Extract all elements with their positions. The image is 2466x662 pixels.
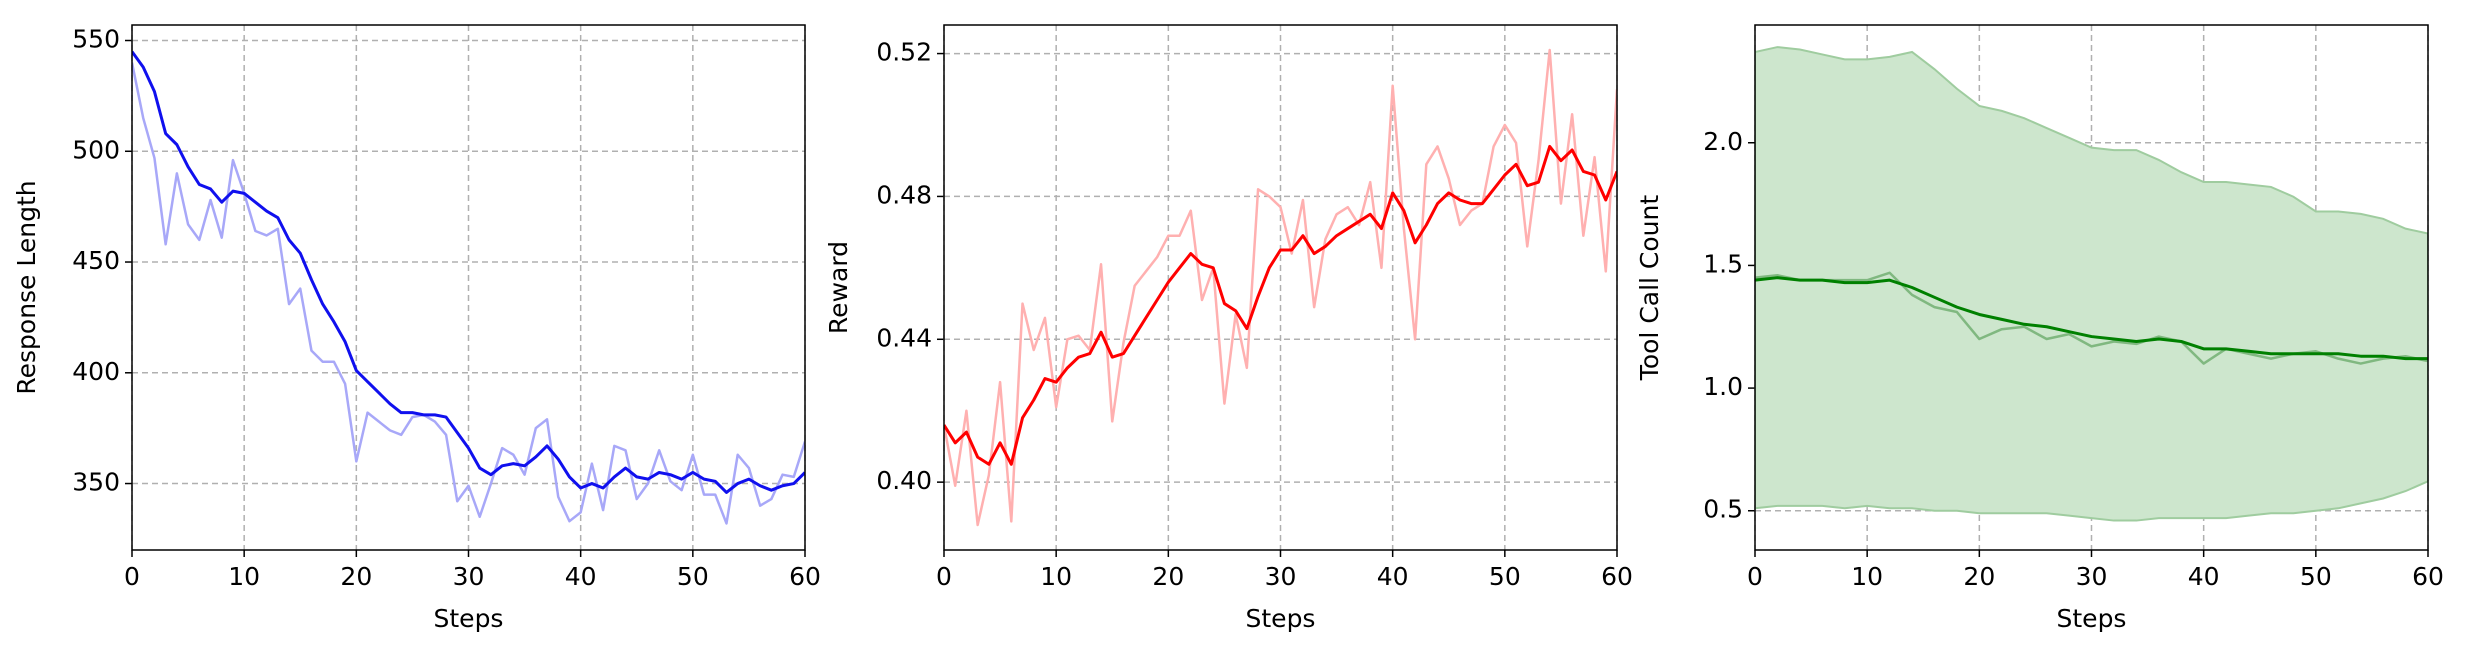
line [132,62,805,525]
x-tick-label: 20 [1152,562,1184,591]
x-tick-label: 30 [2076,562,2108,591]
x-tick-label: 40 [565,562,597,591]
x-tick-label: 60 [789,562,821,591]
axes-frame [1754,24,2429,551]
y-tick-label: 350 [72,468,120,497]
y-axis-label: Tool Call Count [1635,195,1664,382]
line [1755,276,2428,361]
x-tick-label: 10 [1851,562,1883,591]
x-tick-label: 40 [1377,562,1409,591]
panel: 0.40 0.44 0.48 0.52 0 10 20 30 40 50 60 Steps Reward [824,24,1633,633]
y-tick-label: 400 [72,357,120,386]
y-tick-label: 1.5 [1703,249,1743,278]
x-tick-label: 30 [453,562,485,591]
x-tick-label: 0 [1747,562,1763,591]
plot-area [1755,46,2428,522]
x-tick-label: 20 [340,562,372,591]
band [1755,46,2428,522]
y-axis-label: Reward [824,241,853,334]
x-tick-label: 30 [1265,562,1297,591]
x-tick-label: 60 [2412,562,2444,591]
x-tick-label: 20 [1963,562,1995,591]
plot-area [944,48,1617,527]
y-tick-label: 0.5 [1703,495,1743,524]
plot-area [132,50,805,525]
y-tick-label: 1.0 [1703,372,1743,401]
x-tick-label: 50 [677,562,709,591]
y-tick-label: 0.48 [876,180,932,209]
x-tick-label: 0 [124,562,140,591]
y-tick-label: 2.0 [1703,127,1743,156]
x-axis-label: Steps [2057,604,2127,633]
y-axis-label: Response Length [12,180,41,394]
axes-frame [943,24,1618,551]
y-tick-label: 0.44 [876,323,932,352]
y-tick-label: 500 [72,135,120,164]
line [944,144,1617,466]
x-tick-label: 50 [2300,562,2332,591]
y-tick-label: 0.52 [876,38,932,67]
x-axis-label: Steps [434,604,504,633]
panel: 350 400 450 500 550 0 10 20 30 40 50 60 Steps Respons… [12,24,821,633]
y-tick-label: 0.40 [876,466,932,495]
line [944,48,1617,527]
x-axis-label: Steps [1246,604,1316,633]
x-tick-label: 0 [936,562,952,591]
x-tick-label: 10 [228,562,260,591]
x-tick-label: 10 [1040,562,1072,591]
axes-frame [131,24,806,551]
panel: 0.5 1.0 1.5 2.0 0 10 20 30 40 50 60 Steps Tool Call … [1635,24,2444,633]
line [132,50,805,494]
y-tick-label: 550 [72,25,120,54]
x-tick-label: 50 [1489,562,1521,591]
line [1755,271,2428,365]
x-tick-label: 40 [2188,562,2220,591]
y-tick-label: 450 [72,246,120,275]
x-tick-label: 60 [1601,562,1633,591]
